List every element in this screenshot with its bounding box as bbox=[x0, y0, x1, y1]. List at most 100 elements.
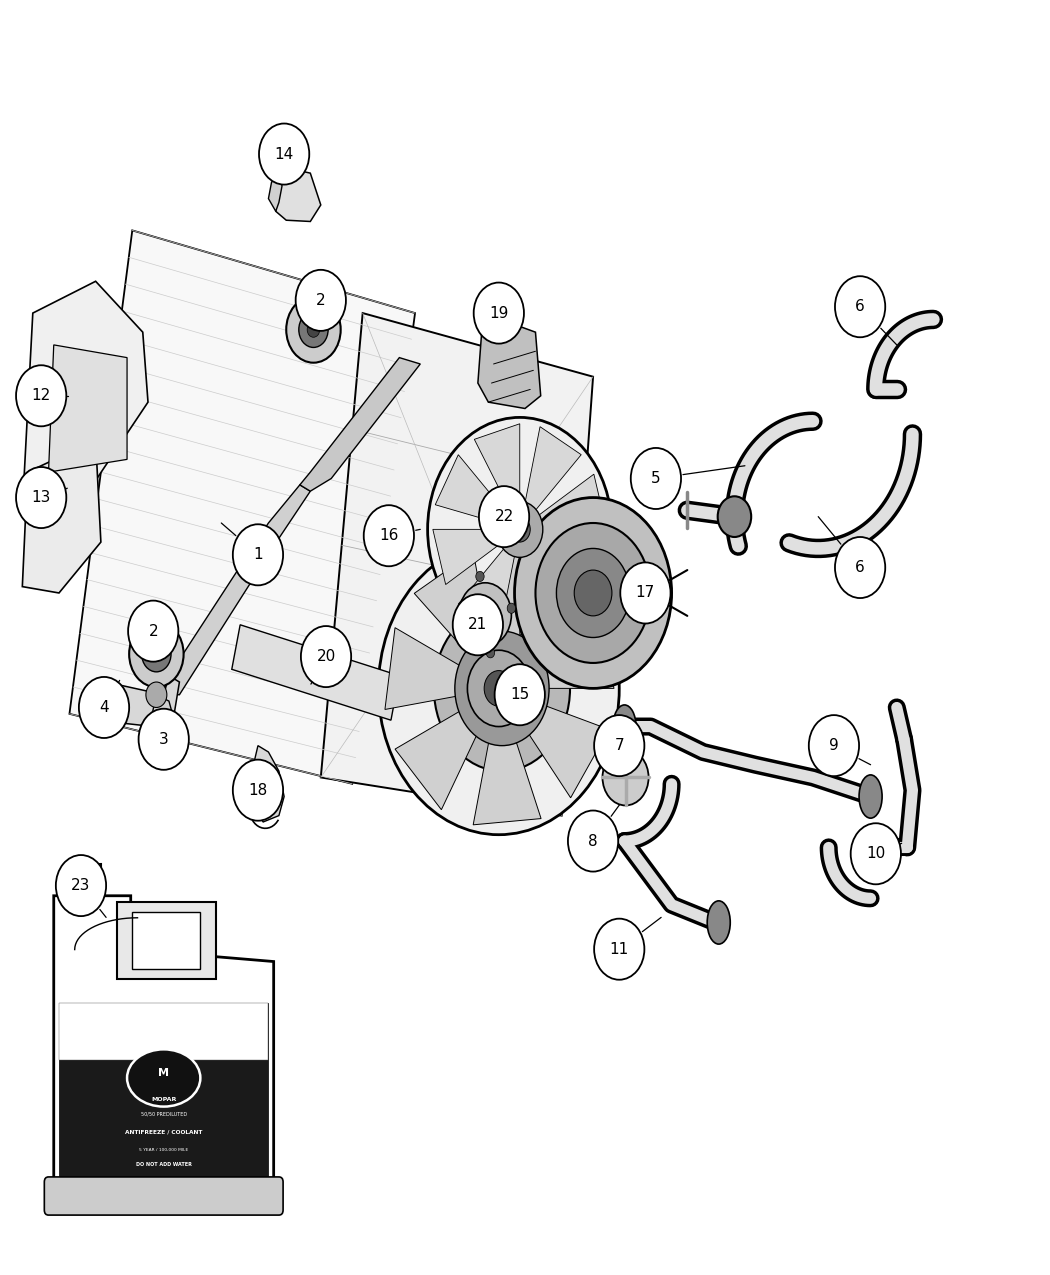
Circle shape bbox=[507, 603, 516, 613]
Text: 10: 10 bbox=[866, 847, 885, 862]
Circle shape bbox=[808, 715, 859, 776]
Text: 5: 5 bbox=[651, 470, 660, 486]
Circle shape bbox=[79, 677, 129, 738]
Circle shape bbox=[434, 606, 570, 771]
Text: 13: 13 bbox=[32, 490, 50, 505]
Polygon shape bbox=[117, 901, 216, 979]
Text: 50/50 PREDILUTED: 50/50 PREDILUTED bbox=[141, 1112, 187, 1117]
Polygon shape bbox=[436, 455, 506, 524]
Circle shape bbox=[308, 323, 320, 338]
Polygon shape bbox=[164, 484, 311, 695]
Text: 21: 21 bbox=[468, 617, 487, 632]
Circle shape bbox=[455, 631, 549, 746]
Circle shape bbox=[128, 601, 178, 662]
Text: 9: 9 bbox=[830, 738, 839, 754]
FancyBboxPatch shape bbox=[59, 1002, 269, 1182]
Circle shape bbox=[459, 583, 511, 646]
Polygon shape bbox=[536, 474, 607, 529]
Text: ANTIFREEZE / COOLANT: ANTIFREEZE / COOLANT bbox=[125, 1130, 203, 1135]
Polygon shape bbox=[48, 346, 127, 472]
Circle shape bbox=[259, 124, 310, 185]
Polygon shape bbox=[458, 546, 516, 632]
Ellipse shape bbox=[869, 826, 892, 870]
Text: MOPAR: MOPAR bbox=[151, 1096, 176, 1102]
Circle shape bbox=[150, 646, 163, 662]
Circle shape bbox=[363, 505, 414, 566]
Polygon shape bbox=[22, 282, 148, 510]
Circle shape bbox=[495, 664, 545, 725]
Ellipse shape bbox=[708, 901, 730, 944]
Circle shape bbox=[514, 497, 672, 688]
FancyBboxPatch shape bbox=[44, 1177, 284, 1215]
Polygon shape bbox=[132, 912, 201, 969]
Text: 22: 22 bbox=[495, 509, 513, 524]
Circle shape bbox=[497, 501, 543, 557]
Text: 3: 3 bbox=[159, 732, 169, 747]
Text: 1: 1 bbox=[253, 547, 262, 562]
Polygon shape bbox=[276, 167, 321, 222]
Circle shape bbox=[453, 594, 503, 655]
Circle shape bbox=[476, 571, 484, 581]
Polygon shape bbox=[232, 625, 399, 720]
Polygon shape bbox=[524, 427, 582, 513]
Ellipse shape bbox=[859, 775, 882, 819]
Polygon shape bbox=[474, 714, 541, 825]
Circle shape bbox=[594, 715, 645, 776]
Text: 6: 6 bbox=[856, 300, 865, 314]
Circle shape bbox=[474, 283, 524, 344]
Circle shape bbox=[574, 570, 612, 616]
Text: DO NOT ADD WATER: DO NOT ADD WATER bbox=[135, 1162, 192, 1167]
Text: 23: 23 bbox=[71, 878, 90, 892]
Text: 12: 12 bbox=[32, 389, 50, 403]
Polygon shape bbox=[385, 627, 478, 709]
Circle shape bbox=[472, 599, 498, 630]
Circle shape bbox=[835, 277, 885, 338]
Polygon shape bbox=[478, 314, 541, 408]
Circle shape bbox=[509, 516, 530, 542]
Text: 4: 4 bbox=[99, 700, 109, 715]
Circle shape bbox=[139, 709, 189, 770]
Polygon shape bbox=[96, 676, 180, 727]
Circle shape bbox=[16, 365, 66, 426]
Text: 17: 17 bbox=[636, 585, 655, 601]
Circle shape bbox=[378, 542, 620, 835]
Text: 15: 15 bbox=[510, 687, 529, 703]
Circle shape bbox=[287, 297, 340, 362]
Text: 19: 19 bbox=[489, 306, 508, 320]
Circle shape bbox=[467, 650, 530, 727]
Circle shape bbox=[556, 548, 630, 638]
Text: 18: 18 bbox=[249, 783, 268, 798]
Text: 5 YEAR / 100,000 MILE: 5 YEAR / 100,000 MILE bbox=[139, 1148, 188, 1151]
Circle shape bbox=[16, 467, 66, 528]
Polygon shape bbox=[69, 231, 415, 784]
Polygon shape bbox=[248, 746, 285, 822]
Polygon shape bbox=[475, 423, 520, 510]
Circle shape bbox=[536, 523, 651, 663]
Ellipse shape bbox=[613, 705, 636, 748]
Circle shape bbox=[850, 824, 901, 885]
Circle shape bbox=[486, 648, 495, 658]
Circle shape bbox=[479, 486, 529, 547]
Text: 14: 14 bbox=[274, 147, 294, 162]
Circle shape bbox=[146, 682, 167, 708]
Circle shape bbox=[484, 671, 513, 706]
Circle shape bbox=[56, 856, 106, 917]
Circle shape bbox=[621, 562, 671, 623]
Text: 8: 8 bbox=[588, 834, 597, 849]
Circle shape bbox=[142, 636, 171, 672]
Text: 7: 7 bbox=[614, 738, 624, 754]
Circle shape bbox=[631, 448, 681, 509]
Text: 6: 6 bbox=[856, 560, 865, 575]
Polygon shape bbox=[513, 696, 609, 798]
FancyBboxPatch shape bbox=[59, 1002, 269, 1060]
Polygon shape bbox=[501, 548, 570, 667]
Circle shape bbox=[594, 919, 645, 979]
Polygon shape bbox=[64, 864, 101, 896]
Polygon shape bbox=[395, 700, 487, 810]
Circle shape bbox=[718, 496, 751, 537]
Text: 2: 2 bbox=[316, 293, 326, 307]
Circle shape bbox=[299, 312, 328, 347]
Circle shape bbox=[427, 417, 612, 641]
Polygon shape bbox=[533, 534, 605, 604]
Circle shape bbox=[568, 811, 618, 872]
